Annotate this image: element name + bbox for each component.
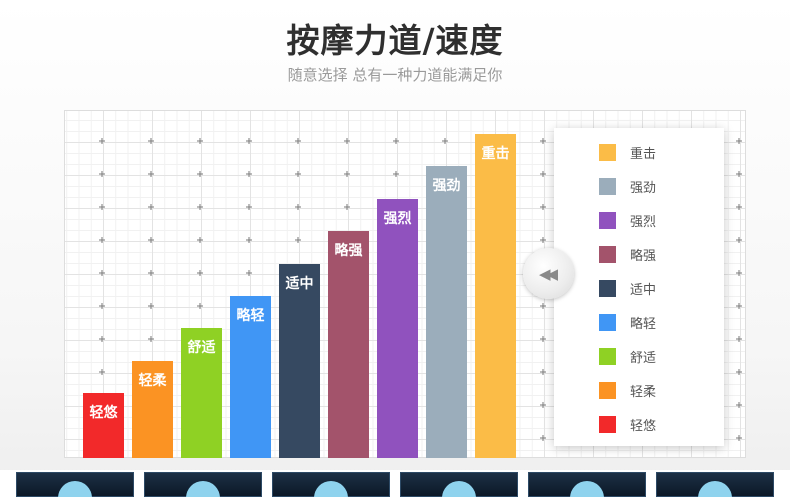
bar-1: 轻柔 bbox=[132, 361, 173, 458]
massage-head-icon bbox=[442, 481, 476, 497]
legend-label: 略轻 bbox=[630, 316, 657, 332]
thumbnail-5[interactable] bbox=[656, 472, 774, 497]
legend-swatch bbox=[599, 347, 616, 365]
bar-3: 略轻 bbox=[230, 296, 271, 458]
legend-label: 轻柔 bbox=[630, 384, 657, 400]
bar-5: 略强 bbox=[328, 231, 369, 458]
legend-item: 强劲 bbox=[599, 177, 657, 196]
legend-item: 舒适 bbox=[599, 347, 657, 366]
legend-item: 轻悠 bbox=[599, 415, 657, 434]
legend-item: 轻柔 bbox=[599, 381, 657, 400]
legend-label: 舒适 bbox=[630, 350, 657, 366]
bar-label: 重击 bbox=[481, 146, 510, 162]
legend-swatch bbox=[599, 245, 616, 263]
legend-item: 略强 bbox=[599, 245, 657, 264]
bar-6: 强烈 bbox=[377, 199, 418, 458]
bar-label: 舒适 bbox=[187, 340, 216, 356]
legend-item: 略轻 bbox=[599, 313, 657, 332]
legend-swatch bbox=[599, 211, 616, 229]
bar-label: 强烈 bbox=[383, 211, 412, 227]
thumbnail-3[interactable] bbox=[400, 472, 518, 497]
page-subtitle: 随意选择 总有一种力道能满足你 bbox=[287, 66, 503, 84]
legend-swatch bbox=[599, 143, 616, 161]
legend-swatch bbox=[599, 381, 616, 399]
bar-label: 轻悠 bbox=[89, 405, 118, 421]
bar-label: 轻柔 bbox=[138, 373, 167, 389]
thumbnail-1[interactable] bbox=[144, 472, 262, 497]
legend-item: 适中 bbox=[599, 279, 657, 298]
massage-head-icon bbox=[698, 481, 732, 497]
legend-swatch bbox=[599, 415, 616, 433]
massage-head-icon bbox=[186, 481, 220, 497]
legend-label: 轻悠 bbox=[630, 418, 657, 434]
legend-swatch bbox=[599, 279, 616, 297]
thumbnail-2[interactable] bbox=[272, 472, 390, 497]
bar-label: 强劲 bbox=[432, 178, 461, 194]
legend-swatch bbox=[599, 177, 616, 195]
legend-swatch bbox=[599, 313, 616, 331]
legend-item: 强烈 bbox=[599, 211, 657, 230]
double-chevron-left-icon: ◀◀ bbox=[538, 264, 558, 283]
legend-label: 适中 bbox=[630, 282, 657, 298]
page-title: 按摩力道/速度 bbox=[286, 21, 504, 60]
bar-label: 略强 bbox=[334, 243, 363, 259]
massage-head-icon bbox=[314, 481, 348, 497]
massage-head-icon bbox=[570, 481, 604, 497]
chart-legend: 重击强劲强烈略强适中略轻舒适轻柔轻悠 bbox=[554, 128, 724, 446]
bar-4: 适中 bbox=[279, 264, 320, 458]
legend-label: 略强 bbox=[630, 248, 657, 264]
bar-label: 略轻 bbox=[236, 308, 265, 324]
bar-2: 舒适 bbox=[181, 328, 222, 458]
legend-label: 强劲 bbox=[630, 180, 657, 196]
legend-item: 重击 bbox=[599, 143, 657, 162]
legend-label: 强烈 bbox=[630, 214, 657, 230]
bar-label: 适中 bbox=[285, 276, 314, 292]
legend-collapse-button[interactable]: ◀◀ bbox=[523, 248, 574, 299]
bar-7: 强劲 bbox=[426, 166, 467, 458]
legend-label: 重击 bbox=[630, 146, 657, 162]
massage-head-icon bbox=[58, 481, 92, 497]
thumbnail-4[interactable] bbox=[528, 472, 646, 497]
thumbnail-0[interactable] bbox=[16, 472, 134, 497]
bar-0: 轻悠 bbox=[83, 393, 124, 458]
bar-8: 重击 bbox=[475, 134, 516, 458]
